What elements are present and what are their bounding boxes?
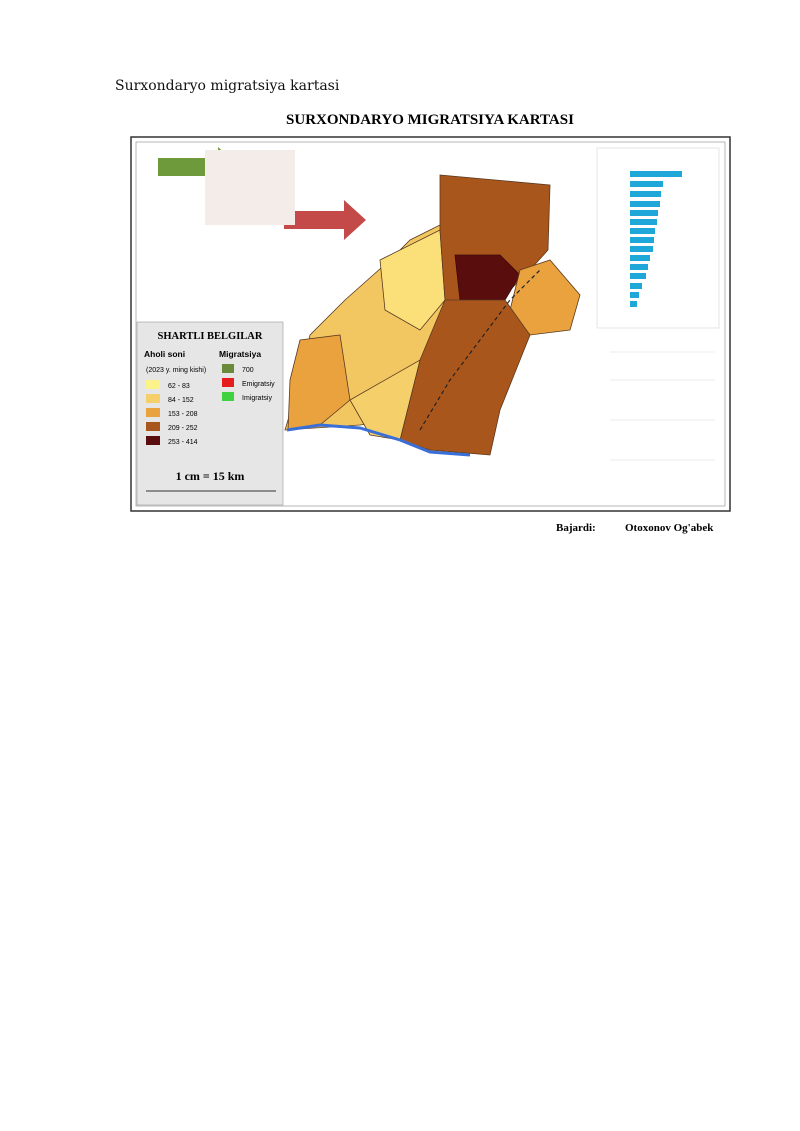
map-inner-frame [135,141,726,507]
legend-label: 253 - 414 [168,439,198,446]
legend-label: Imigratsiy [242,395,272,402]
inset-map [205,150,295,225]
table-lines [610,351,715,461]
credit-name: Otoxonov Og'abek [625,522,714,534]
legend-label: 84 - 152 [168,397,194,404]
legend-label: Emigratsiy [242,381,275,388]
river [286,423,471,457]
migration-heading: Migratsiya [219,349,261,359]
chart-panel [596,147,720,329]
legend-swatch [146,380,160,389]
map-title: SURXONDARYO MIGRATSIYA KARTASI [286,112,574,128]
legend-label: 153 - 208 [168,411,198,418]
credit-label: Bajardi: [556,522,596,534]
arrow-red [284,200,366,240]
legend-swatch [146,394,160,403]
legend-items: 62 - 83 84 - 152 153 - 208 209 - 252 253 - 4… [146,364,275,446]
chart-bars [630,171,682,307]
legend-swatch [146,436,160,445]
legend-label: 62 - 83 [168,383,190,390]
legend-swatch [146,422,160,431]
legend-swatch [222,378,234,387]
legend-title: SHARTLI BELGILAR [158,331,263,342]
region [454,254,521,301]
region [379,229,446,331]
population-note: (2023 y. ming kishi) [146,367,206,374]
map-figure: SURXONDARYO MIGRATSIYA KARTASI [130,112,731,534]
legend-label: 700 [242,367,254,374]
legend-label: 209 - 252 [168,425,198,432]
legend-box [136,321,284,506]
scale-text: 1 cm = 15 km [176,469,245,483]
railway [419,269,541,431]
caption: Surxondaryo migratsiya kartasi [115,78,340,94]
legend-swatch [222,364,234,373]
legend-swatch [146,408,160,417]
legend-swatch [222,392,234,401]
population-heading: Aholi soni [144,349,185,359]
